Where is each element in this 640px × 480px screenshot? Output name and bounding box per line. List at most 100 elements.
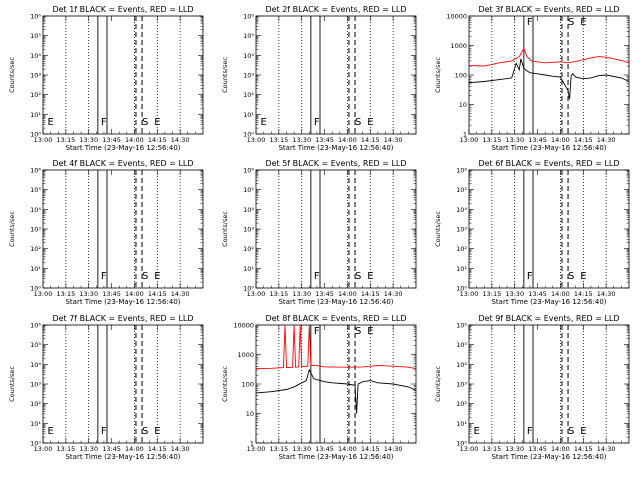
event-marker-f: F <box>527 271 533 282</box>
x-tick-label: 13:00 <box>460 136 479 144</box>
x-tick-label: 13:45 <box>528 445 547 453</box>
y-tick-label: 10⁵ <box>243 186 254 194</box>
event-marker-f: F <box>314 271 320 282</box>
y-tick-label: 10¹ <box>30 111 41 119</box>
y-tick-label: 10¹ <box>456 265 467 273</box>
y-tick-label: 10⁶ <box>243 13 254 21</box>
event-marker-s: S <box>142 271 148 282</box>
x-tick-label: 14:00 <box>338 290 357 298</box>
y-tick-label: 10¹ <box>243 265 254 273</box>
x-axis-label: Start Time (23-May-16 12:56:40) <box>491 144 606 152</box>
y-tick-label: 10³ <box>30 72 41 80</box>
y-tick-label: 10³ <box>243 226 254 234</box>
x-tick-label: 13:15 <box>56 136 75 144</box>
event-marker-f: F <box>527 426 533 437</box>
y-tick-label: 10³ <box>30 381 41 389</box>
y-tick-label: 10⁵ <box>243 32 254 40</box>
y-tick-label: 10⁶ <box>30 167 41 175</box>
detector-panel-6: Det 6f BLACK = Events, RED = LLD 10⁰ 10¹ 10… <box>434 159 630 306</box>
x-tick-label: 13:30 <box>505 445 524 453</box>
y-tick-label: 10⁴ <box>30 361 41 369</box>
detector-panel-5: Det 5f BLACK = Events, RED = LLD 10⁰ 10¹ 10… <box>221 159 417 306</box>
y-tick-label: 10³ <box>456 226 467 234</box>
y-tick-label: 10000 <box>233 322 254 330</box>
x-tick-label: 14:15 <box>148 445 167 453</box>
x-tick-label: 13:00 <box>247 445 266 453</box>
x-tick-label: 13:45 <box>315 136 334 144</box>
x-tick-label: 13:00 <box>247 136 266 144</box>
x-axis-label: Start Time (23-May-16 12:56:40) <box>491 298 606 306</box>
y-tick-label: 1000 <box>450 42 467 50</box>
x-axis-label: Start Time (23-May-16 12:56:40) <box>278 453 393 461</box>
y-tick-label: 10⁴ <box>30 52 41 60</box>
x-tick-label: 14:15 <box>148 136 167 144</box>
x-tick-label: 14:00 <box>338 136 357 144</box>
y-tick-label: 10² <box>243 91 254 99</box>
y-tick-label: 10⁵ <box>30 186 41 194</box>
x-tick-label: 13:45 <box>102 136 121 144</box>
x-tick-label: 14:00 <box>125 445 144 453</box>
x-tick-label: 14:30 <box>171 136 190 144</box>
x-tick-label: 13:15 <box>56 290 75 298</box>
y-tick-label: 10⁵ <box>456 186 467 194</box>
event-marker-e: E <box>367 326 373 337</box>
x-tick-label: 13:00 <box>460 290 479 298</box>
x-tick-label: 13:30 <box>79 290 98 298</box>
y-tick-label: 10⁴ <box>30 206 41 214</box>
y-tick-label: 100 <box>455 72 467 80</box>
event-marker-e: E <box>48 117 54 128</box>
y-tick-label: 10 <box>246 410 254 418</box>
y-tick-label: 10² <box>456 400 467 408</box>
x-axis-label: Start Time (23-May-16 12:56:40) <box>65 298 180 306</box>
x-tick-label: 14:15 <box>574 290 593 298</box>
y-axis-label: Counts/sec <box>434 211 442 247</box>
x-tick-label: 14:00 <box>125 290 144 298</box>
y-tick-label: 10⁵ <box>456 341 467 349</box>
event-marker-e: E <box>580 17 586 28</box>
y-tick-label: 10⁴ <box>456 206 467 214</box>
x-tick-label: 13:15 <box>482 290 501 298</box>
x-tick-label: 13:30 <box>505 136 524 144</box>
y-tick-label: 10² <box>30 91 41 99</box>
plot-frame <box>468 324 630 444</box>
panel-title: Det 3f BLACK = Events, RED = LLD <box>478 5 619 14</box>
y-tick-label: 10² <box>30 400 41 408</box>
x-tick-label: 13:15 <box>482 136 501 144</box>
x-tick-label: 13:45 <box>315 445 334 453</box>
x-tick-label: 14:30 <box>597 445 616 453</box>
detector-panel-7: Det 7f BLACK = Events, RED = LLD 10⁰ 10¹ 10… <box>8 314 204 461</box>
y-axis-label: Counts/sec <box>221 211 229 247</box>
plot-frame <box>255 15 417 135</box>
x-tick-label: 13:15 <box>269 445 288 453</box>
event-marker-s: S <box>142 117 148 128</box>
event-marker-f: F <box>101 271 107 282</box>
event-marker-s: S <box>568 271 574 282</box>
event-marker-e: E <box>367 117 373 128</box>
x-tick-label: 14:15 <box>361 445 380 453</box>
plot-frame <box>255 169 417 289</box>
plot-frame <box>468 169 630 289</box>
panel-title: Det 4f BLACK = Events, RED = LLD <box>52 159 193 168</box>
y-tick-label: 10⁵ <box>30 341 41 349</box>
y-tick-label: 10² <box>456 245 467 253</box>
event-marker-f: F <box>314 117 320 128</box>
event-marker-e: E <box>154 117 160 128</box>
x-tick-label: 13:00 <box>34 290 53 298</box>
x-tick-label: 14:15 <box>148 290 167 298</box>
y-tick-label: 10³ <box>243 72 254 80</box>
event-marker-e: E <box>261 117 267 128</box>
x-tick-label: 14:30 <box>597 136 616 144</box>
event-marker-e: E <box>367 271 373 282</box>
x-axis-label: Start Time (23-May-16 12:56:40) <box>491 453 606 461</box>
x-tick-label: 14:00 <box>551 290 570 298</box>
event-marker-e: E <box>580 271 586 282</box>
y-tick-label: 10 <box>459 101 467 109</box>
y-axis-label: Counts/sec <box>8 57 16 93</box>
x-tick-label: 13:00 <box>34 445 53 453</box>
event-marker-s: S <box>568 426 574 437</box>
y-axis-label: Counts/sec <box>434 366 442 402</box>
y-tick-label: 10⁴ <box>456 361 467 369</box>
series-line-events <box>468 58 630 100</box>
y-tick-label: 10⁴ <box>243 52 254 60</box>
